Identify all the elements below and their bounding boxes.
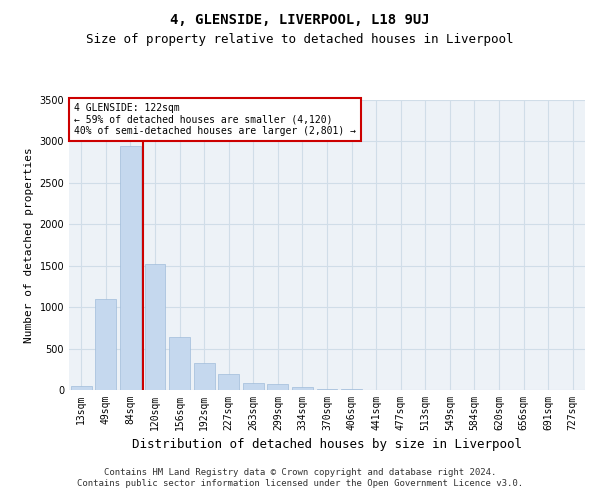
Bar bbox=[194, 362, 215, 390]
Bar bbox=[120, 146, 141, 390]
Y-axis label: Number of detached properties: Number of detached properties bbox=[24, 147, 34, 343]
Bar bbox=[71, 386, 92, 390]
Bar bbox=[317, 388, 337, 390]
Text: 4 GLENSIDE: 122sqm
← 59% of detached houses are smaller (4,120)
40% of semi-deta: 4 GLENSIDE: 122sqm ← 59% of detached hou… bbox=[74, 103, 356, 136]
Bar bbox=[145, 264, 166, 390]
Text: Contains HM Land Registry data © Crown copyright and database right 2024.
Contai: Contains HM Land Registry data © Crown c… bbox=[77, 468, 523, 487]
Text: 4, GLENSIDE, LIVERPOOL, L18 9UJ: 4, GLENSIDE, LIVERPOOL, L18 9UJ bbox=[170, 12, 430, 26]
Bar bbox=[268, 384, 289, 390]
X-axis label: Distribution of detached houses by size in Liverpool: Distribution of detached houses by size … bbox=[132, 438, 522, 452]
Text: Size of property relative to detached houses in Liverpool: Size of property relative to detached ho… bbox=[86, 32, 514, 46]
Bar bbox=[243, 383, 264, 390]
Bar bbox=[169, 337, 190, 390]
Bar bbox=[95, 299, 116, 390]
Bar bbox=[218, 374, 239, 390]
Bar bbox=[292, 386, 313, 390]
